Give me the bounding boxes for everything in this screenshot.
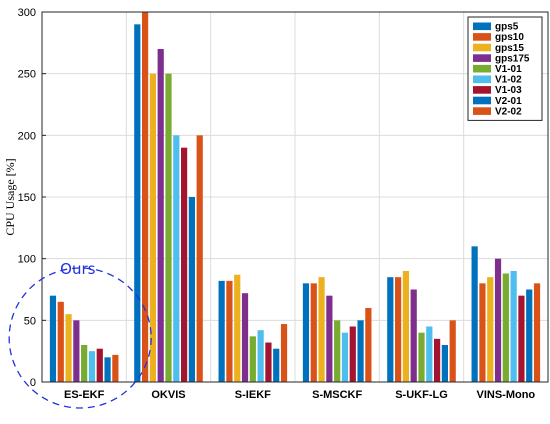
bar-es-ekf-v1-03 — [96, 348, 103, 382]
ours-annotation: Ours — [8, 260, 152, 409]
bar-okvis-v1-02 — [173, 135, 180, 382]
bar-es-ekf-gps175 — [73, 320, 80, 382]
bar-okvis-v1-03 — [181, 147, 188, 382]
legend-swatch-gps10 — [473, 33, 491, 41]
legend-label-v1-03: V1-03 — [495, 85, 522, 96]
bar-s-ukf-lg-v2-01 — [441, 345, 448, 382]
y-tick-labels: 0 50 100 150 200 250 300 — [18, 7, 46, 389]
legend-swatch-v1-02 — [473, 75, 491, 84]
bar-vins-mono-v1-01 — [502, 273, 509, 382]
bar-es-ekf-v1-01 — [81, 345, 88, 382]
legend-swatch-v1-03 — [473, 86, 491, 94]
bar-s-ukf-lg-v1-01 — [418, 332, 425, 382]
bar-s-iekf-v2-02 — [280, 324, 288, 382]
bar-vins-mono-v2-02 — [533, 283, 541, 382]
bar-okvis-v2-01 — [188, 197, 195, 382]
y-tick-label-4: 200 — [18, 130, 36, 142]
annotation-label: Ours — [60, 260, 95, 278]
x-tick-label-1: OKVIS — [151, 389, 185, 401]
x-tick-label-3: S-MSCKF — [312, 389, 362, 401]
bar-es-ekf-v2-02 — [112, 354, 119, 382]
bar-s-iekf-gps15 — [234, 274, 241, 382]
bar-s-msckf-gps175 — [326, 295, 333, 382]
bar-s-msckf-v2-02 — [365, 308, 372, 382]
bar-es-ekf-gps10 — [57, 301, 64, 382]
y-tick-label-3: 150 — [18, 192, 36, 204]
bar-vins-mono-gps5 — [471, 246, 478, 382]
bar-s-ukf-lg-gps15 — [402, 271, 409, 382]
bar-s-ukf-lg-v1-02 — [426, 326, 433, 382]
bar-s-iekf-v1-02 — [257, 330, 264, 382]
bar-s-iekf-v2-01 — [273, 348, 280, 382]
bar-s-msckf-gps5 — [302, 283, 310, 382]
legend-label-v2-02: V2-02 — [495, 106, 522, 117]
x-tick-label-0: ES-EKF — [64, 389, 105, 401]
y-tick-label-5: 250 — [18, 69, 36, 81]
bar-s-iekf-gps5 — [218, 280, 225, 382]
legend-swatch-gps5 — [473, 22, 491, 31]
bar-s-iekf-v1-03 — [265, 342, 272, 382]
bar-vins-mono-gps10 — [479, 283, 486, 382]
bar-vins-mono-gps175 — [494, 258, 502, 382]
bar-vins-mono-gps15 — [487, 277, 494, 382]
bar-es-ekf-gps5 — [49, 295, 57, 382]
bar-s-msckf-v1-03 — [349, 326, 356, 382]
y-tick-label-6: 300 — [18, 7, 36, 19]
bar-s-ukf-lg-v2-02 — [449, 320, 456, 382]
legend-swatch-v2-02 — [473, 107, 491, 115]
legend-label-v1-01: V1-01 — [495, 64, 522, 75]
bar-s-msckf-gps10 — [310, 283, 317, 382]
legend-swatch-gps175 — [473, 54, 491, 62]
bars-group — [49, 12, 541, 383]
bar-s-ukf-lg-gps175 — [410, 289, 417, 382]
bar-s-msckf-v2-01 — [357, 320, 364, 382]
y-tick-label-0: 0 — [30, 377, 36, 389]
bar-okvis-v1-01 — [165, 73, 172, 383]
bar-s-ukf-lg-v1-03 — [434, 338, 441, 382]
x-tick-label-5: VINS-Mono — [476, 389, 535, 401]
y-axis-label: CPU Usage [%] — [3, 158, 17, 235]
legend-label-gps10: gps10 — [495, 32, 524, 43]
bar-s-ukf-lg-gps5 — [387, 277, 394, 382]
bar-es-ekf-v1-02 — [88, 351, 96, 382]
x-tick-label-4: S-UKF-LG — [395, 389, 448, 401]
bar-s-ukf-lg-gps10 — [395, 277, 402, 382]
bar-s-msckf-v1-01 — [334, 320, 341, 382]
y-tick-label-1: 50 — [24, 315, 36, 327]
bar-es-ekf-gps15 — [65, 314, 72, 382]
bar-okvis-gps15 — [149, 73, 156, 383]
bar-okvis-gps5 — [134, 24, 141, 382]
legend: gps5gps10gps15gps175V1-01V1-02V1-03V2-01… — [467, 16, 543, 121]
legend-label-gps5: gps5 — [495, 22, 519, 33]
legend-label-v1-02: V1-02 — [495, 75, 522, 86]
annotation-circle — [8, 267, 152, 409]
legend-label-v2-01: V2-01 — [495, 96, 522, 107]
bar-vins-mono-v1-02 — [510, 271, 517, 382]
x-tick-labels: ES-EKF OKVIS S-IEKF S-MSCKF S-UKF-LG VINS-Mon… — [64, 389, 535, 401]
bar-okvis-gps175 — [157, 49, 164, 382]
y-tick-label-2: 100 — [18, 254, 36, 266]
legend-label-gps15: gps15 — [495, 43, 524, 54]
legend-label-gps175: gps175 — [495, 53, 530, 64]
bar-s-msckf-v1-02 — [341, 332, 349, 382]
bar-s-msckf-gps15 — [318, 277, 325, 382]
bar-es-ekf-v2-01 — [104, 357, 111, 382]
bar-s-iekf-gps10 — [226, 280, 233, 382]
bar-vins-mono-v2-01 — [526, 289, 533, 382]
bar-okvis-gps10 — [142, 12, 149, 382]
x-tick-label-2: S-IEKF — [235, 389, 271, 401]
bar-s-iekf-v1-01 — [249, 336, 256, 382]
bar-okvis-v2-02 — [196, 135, 203, 382]
legend-swatch-v2-01 — [473, 96, 491, 105]
bar-s-iekf-gps175 — [241, 293, 249, 382]
bar-vins-mono-v1-03 — [518, 295, 525, 382]
legend-swatch-gps15 — [473, 43, 491, 52]
legend-swatch-v1-01 — [473, 64, 491, 73]
